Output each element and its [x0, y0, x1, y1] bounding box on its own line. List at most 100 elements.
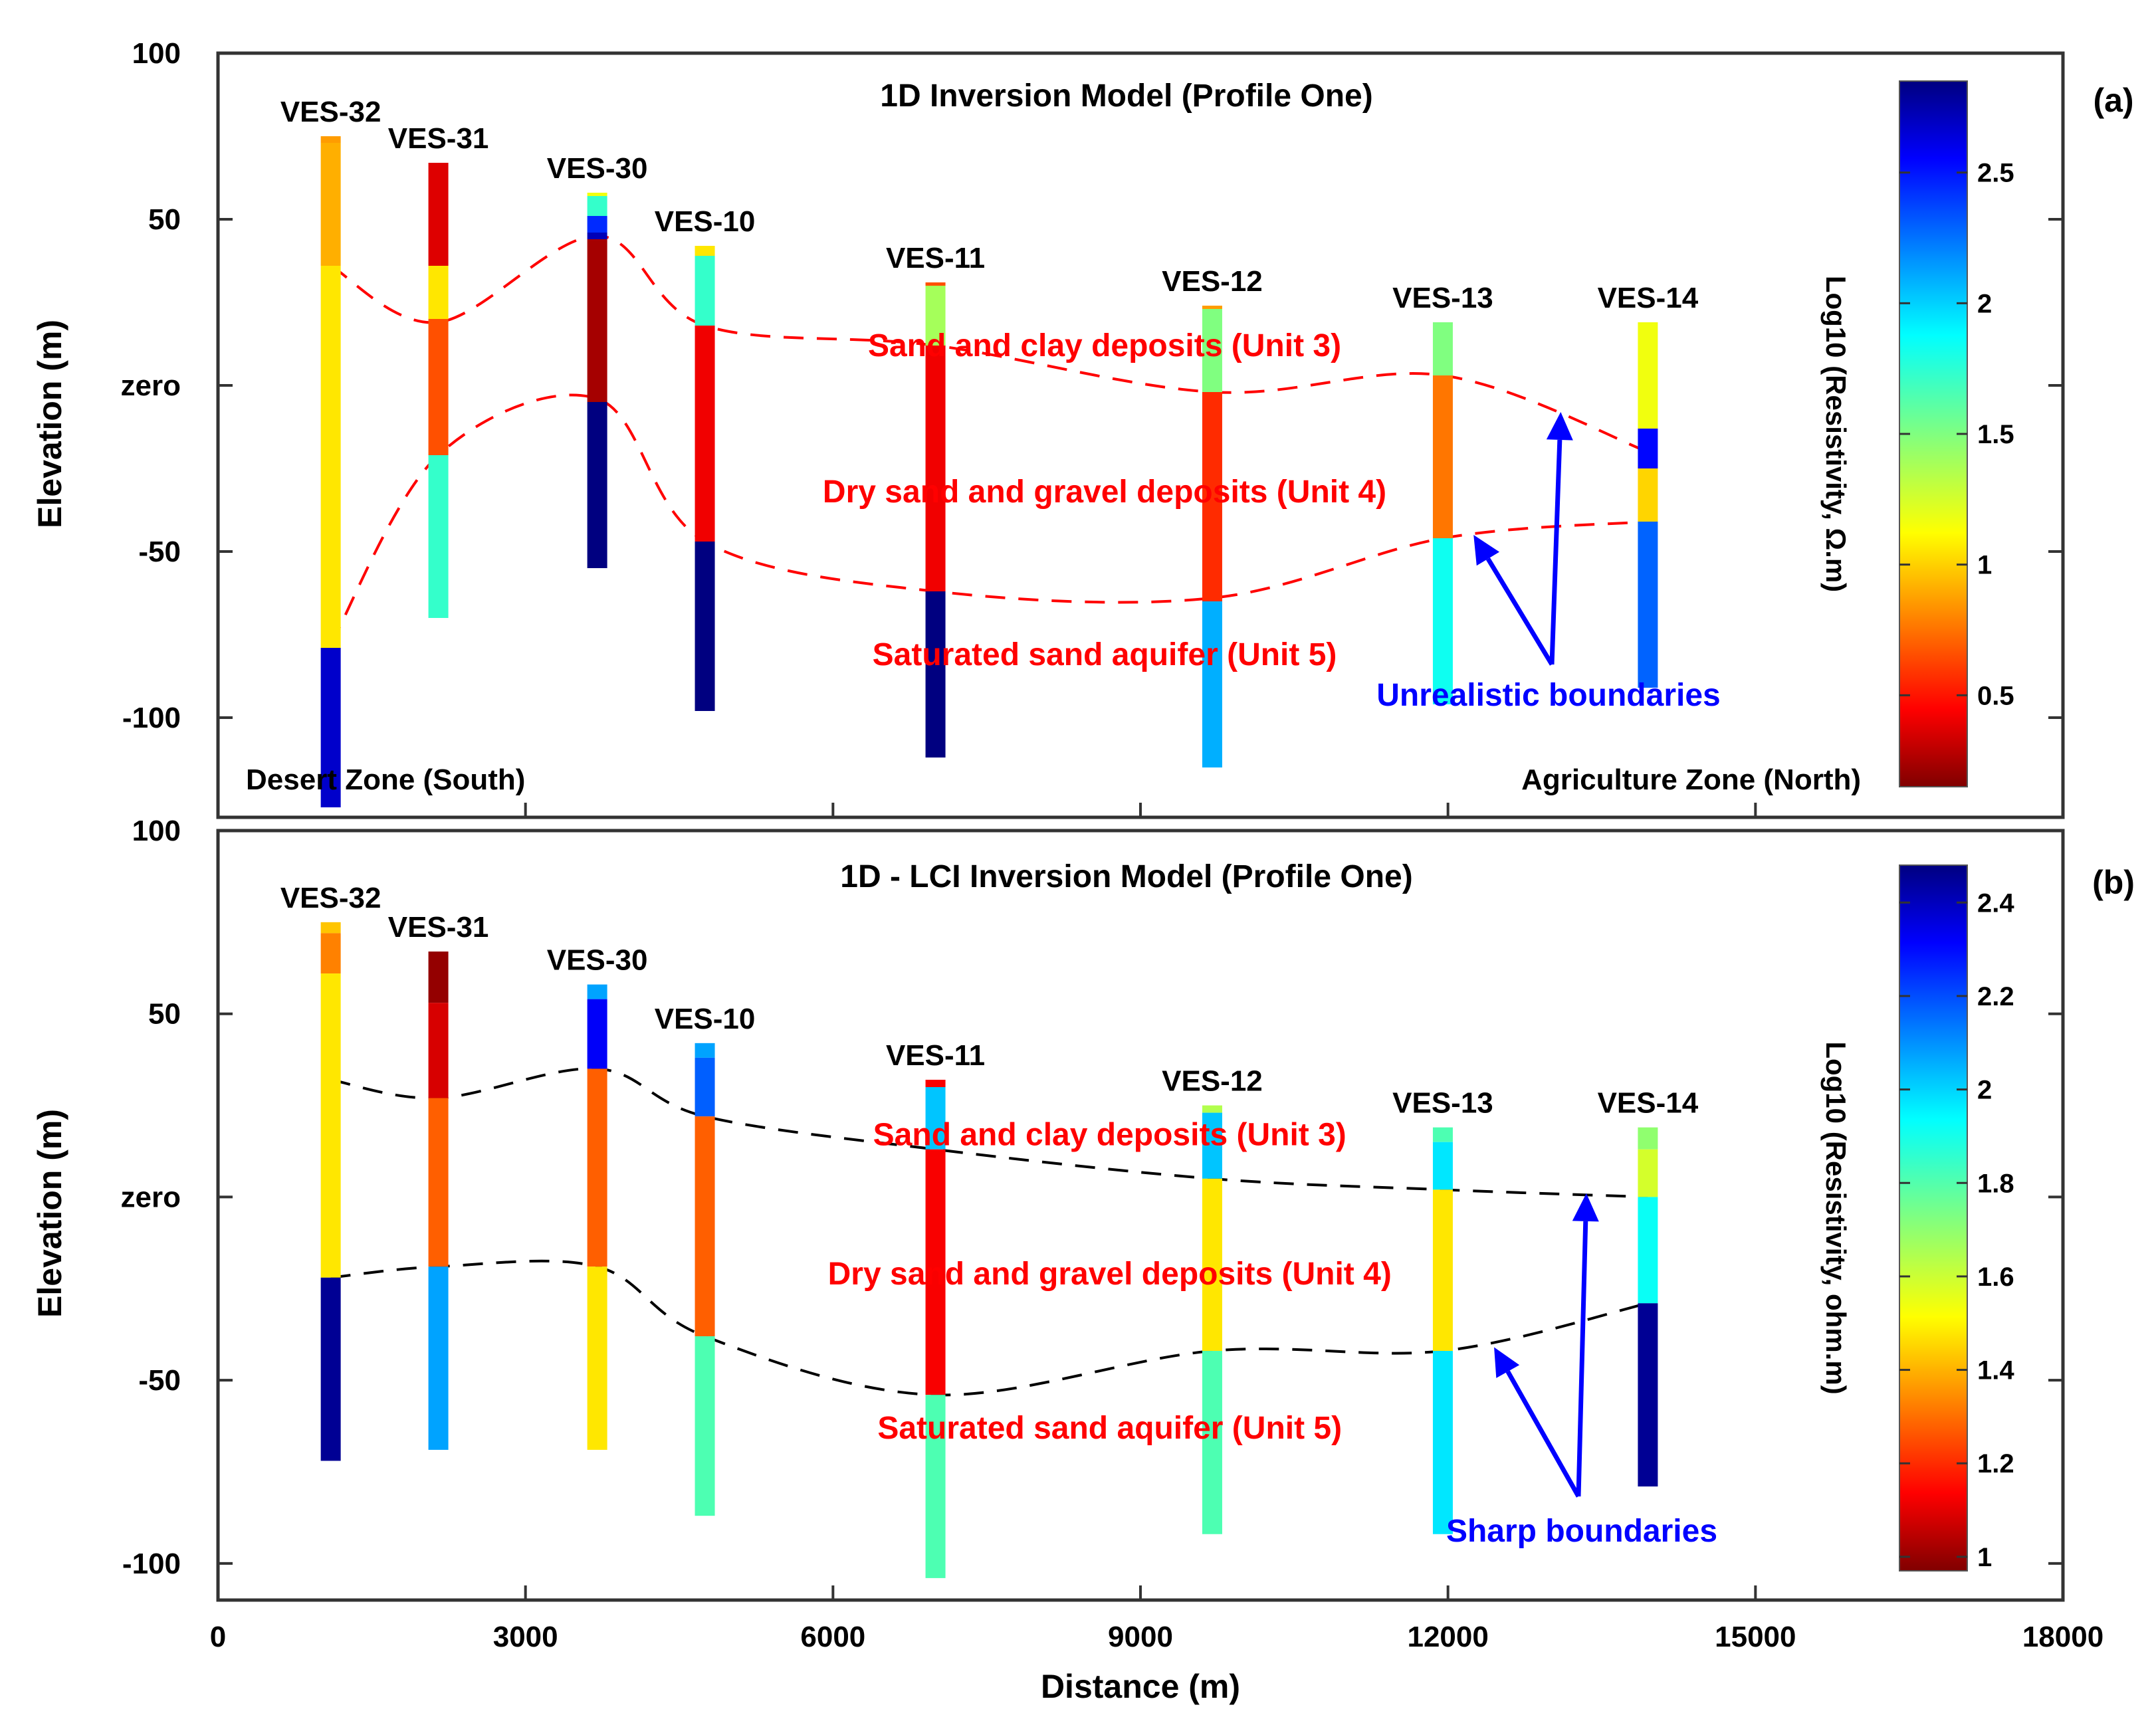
colorbar-tick-label: 2	[1977, 289, 1992, 318]
panel-a-boundaries	[329, 234, 1649, 645]
panel-b-ylabel: Elevation (m)	[31, 1109, 68, 1318]
unit-label: Dry sand and gravel deposits (Unit 4)	[828, 1257, 1392, 1292]
colorbar-tick-label: 1	[1977, 551, 1992, 580]
y-tick-label: -100	[122, 1548, 181, 1580]
layer-ves-12	[1202, 1351, 1222, 1534]
layer-ves-30	[587, 216, 607, 233]
y-tick-label: 50	[148, 998, 181, 1031]
layer-ves-32	[320, 1277, 341, 1461]
annotation-arrow	[1576, 1221, 1588, 1497]
layer-ves-32	[320, 648, 341, 807]
panel-a-colorbar-ticks: 0.5 1 1.5 2 2.5	[1899, 159, 2014, 710]
y-tick-label: zero	[121, 1181, 181, 1213]
annotation-arrow-head	[1572, 1193, 1599, 1222]
layer-ves-10	[695, 256, 715, 326]
x-axis-ticks: 0 3000 6000 9000 12000 15000 18000	[210, 803, 2103, 1653]
layer-ves-14	[1638, 429, 1658, 468]
colorbar-tick-label: 1.6	[1977, 1263, 2014, 1292]
layer-ves-10	[695, 542, 715, 711]
layer-ves-32	[320, 136, 341, 143]
layer-ves-12	[1202, 1178, 1222, 1352]
panel-b-soundings	[320, 922, 1658, 1578]
layer-ves-14	[1638, 322, 1658, 429]
panel-a-title: 1D Inversion Model (Profile One)	[880, 78, 1372, 114]
panel-b-title: 1D - LCI Inversion Model (Profile One)	[840, 859, 1412, 894]
unit-label: Sand and clay deposits (Unit 3)	[868, 328, 1341, 363]
sounding-label-ves-30: VES-30	[547, 944, 648, 977]
panel-b-annotation	[1494, 1193, 1599, 1498]
annotation-arrow-head	[1473, 535, 1500, 566]
layer-ves-31	[428, 266, 449, 319]
y-tick-label: 50	[148, 203, 181, 236]
sounding-label-ves-10: VES-10	[655, 1003, 756, 1035]
layer-ves-13	[1432, 322, 1453, 375]
layer-ves-30	[587, 196, 607, 216]
y-tick-label: -100	[122, 702, 181, 734]
layer-ves-30	[587, 402, 607, 568]
panel-a-soundings	[320, 136, 1658, 807]
x-tick-label: 6000	[800, 1621, 865, 1653]
panel-b-colorbar-label: Log10 (Resistivity, ohm.m)	[1820, 1041, 1852, 1394]
panel-b-unit-labels: Sand and clay deposits (Unit 3) Dry sand …	[828, 1118, 1392, 1446]
x-tick-label: 9000	[1108, 1621, 1173, 1653]
layer-ves-10	[695, 326, 715, 542]
layer-ves-13	[1432, 538, 1453, 704]
south-zone-label: Desert Zone (South)	[246, 763, 525, 796]
sounding-label-ves-14: VES-14	[1598, 282, 1699, 314]
layer-ves-31	[428, 951, 449, 1003]
layer-ves-11	[925, 286, 946, 346]
layer-ves-32	[320, 933, 341, 974]
sounding-label-ves-31: VES-31	[388, 122, 489, 155]
layer-ves-32	[320, 973, 341, 1278]
annotation-arrow-head	[1546, 412, 1573, 441]
layer-ves-11	[925, 1149, 946, 1395]
boundary-lower	[329, 393, 1648, 645]
layer-ves-12	[1202, 1105, 1222, 1113]
colorbar-tick-label: 1.5	[1977, 420, 2014, 449]
panel-b-frame	[216, 829, 2065, 1602]
x-tick-label: 18000	[2022, 1621, 2103, 1653]
y-tick-label: -50	[138, 536, 181, 568]
panel-a-annotation	[1473, 412, 1573, 666]
layer-ves-10	[695, 1336, 715, 1516]
boundary-upper	[330, 1067, 1648, 1199]
layer-ves-11	[925, 1087, 946, 1150]
layer-ves-32	[320, 143, 341, 266]
annotation-arrow	[1485, 557, 1554, 666]
layer-ves-14	[1638, 1303, 1658, 1487]
panel-a-label: (a)	[2093, 82, 2133, 119]
layer-ves-13	[1432, 1127, 1453, 1142]
y-tick-label: 100	[132, 37, 181, 70]
y-tick-label: 100	[132, 815, 181, 847]
layer-ves-11	[925, 591, 946, 758]
layer-ves-10	[695, 1057, 715, 1117]
x-axis-label: Distance (m)	[1041, 1668, 1240, 1705]
layer-ves-32	[320, 266, 341, 648]
layer-ves-14	[1638, 522, 1658, 688]
layer-ves-13	[1432, 375, 1453, 538]
layer-ves-12	[1202, 1112, 1222, 1179]
sounding-label-ves-12: VES-12	[1162, 1065, 1263, 1098]
panel-a-ylabel: Elevation (m)	[31, 320, 68, 528]
panel-a-colorbar-label: Log10 (Resistivity, Ω.m)	[1820, 276, 1852, 592]
layer-ves-31	[428, 1266, 449, 1450]
unit-label: Saturated sand aquifer (Unit 5)	[877, 1411, 1342, 1446]
layer-ves-10	[695, 1043, 715, 1058]
layer-ves-30	[587, 233, 607, 239]
panel-b-boundaries	[330, 1067, 1648, 1397]
sounding-label-ves-32: VES-32	[280, 882, 381, 914]
colorbar-tick-label: 2.5	[1977, 159, 2014, 188]
layer-ves-14	[1638, 1197, 1658, 1304]
layer-ves-11	[925, 346, 946, 591]
sounding-label-ves-12: VES-12	[1162, 265, 1263, 298]
layer-ves-12	[1202, 392, 1222, 601]
layer-ves-12	[1202, 309, 1222, 392]
unrealistic-boundaries-label: Unrealistic boundaries	[1376, 678, 1720, 713]
layer-ves-30	[587, 1068, 607, 1267]
layer-ves-30	[587, 1266, 607, 1450]
panel-b-colorbar-ticks: 1 1.2 1.4 1.6 1.8 2 2.2 2.4	[1899, 888, 2014, 1572]
colorbar-tick-label: 1	[1977, 1543, 1992, 1572]
